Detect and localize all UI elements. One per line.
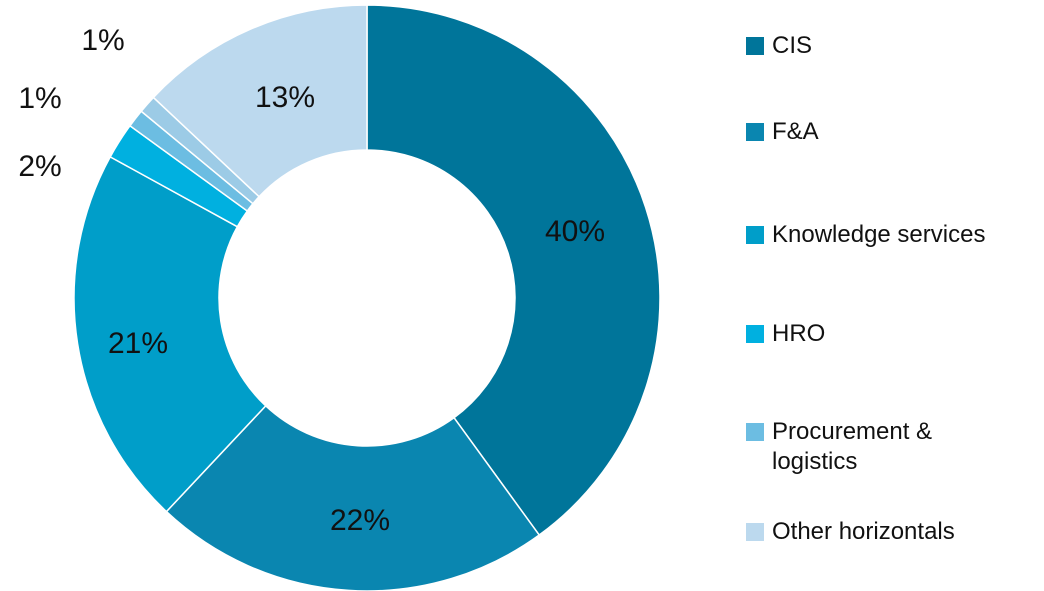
data-label: 13% xyxy=(255,81,315,114)
data-label: 1% xyxy=(81,24,124,57)
legend-item: HRO xyxy=(746,319,825,349)
legend-swatch xyxy=(746,37,764,55)
legend-label: Knowledge services xyxy=(772,221,986,248)
data-label: 2% xyxy=(18,150,61,183)
legend-swatch xyxy=(746,523,764,541)
legend: CIS F&A Knowledge services HRO Procurement &… xyxy=(746,0,1044,591)
legend-label: HRO xyxy=(772,320,826,347)
data-label: 1% xyxy=(18,82,61,115)
legend-label: CIS xyxy=(772,32,813,59)
legend-label: F&A xyxy=(772,118,819,145)
legend-item: Other horizontals xyxy=(746,517,955,547)
legend-swatch xyxy=(746,123,764,141)
legend-item: CIS xyxy=(746,31,812,61)
legend-item: Procurement & logistics xyxy=(746,417,1022,477)
data-label: 21% xyxy=(108,327,168,360)
legend-swatch xyxy=(746,226,764,244)
legend-item: Knowledge services xyxy=(746,220,985,250)
chart: 40% 22% 21% 2% 1% 1% 13% xyxy=(18,4,661,591)
legend-swatch xyxy=(746,325,764,343)
legend-swatch xyxy=(746,423,764,441)
data-label: 40% xyxy=(545,215,605,248)
data-label: 22% xyxy=(330,504,390,537)
donut-slice xyxy=(366,4,661,537)
donut-slice xyxy=(165,404,541,591)
donut-slice xyxy=(152,4,368,198)
legend-label: Other horizontals xyxy=(772,518,955,545)
legend-label: Procurement & logistics xyxy=(772,418,933,475)
donut-slice xyxy=(73,155,267,513)
legend-item: F&A xyxy=(746,117,819,147)
